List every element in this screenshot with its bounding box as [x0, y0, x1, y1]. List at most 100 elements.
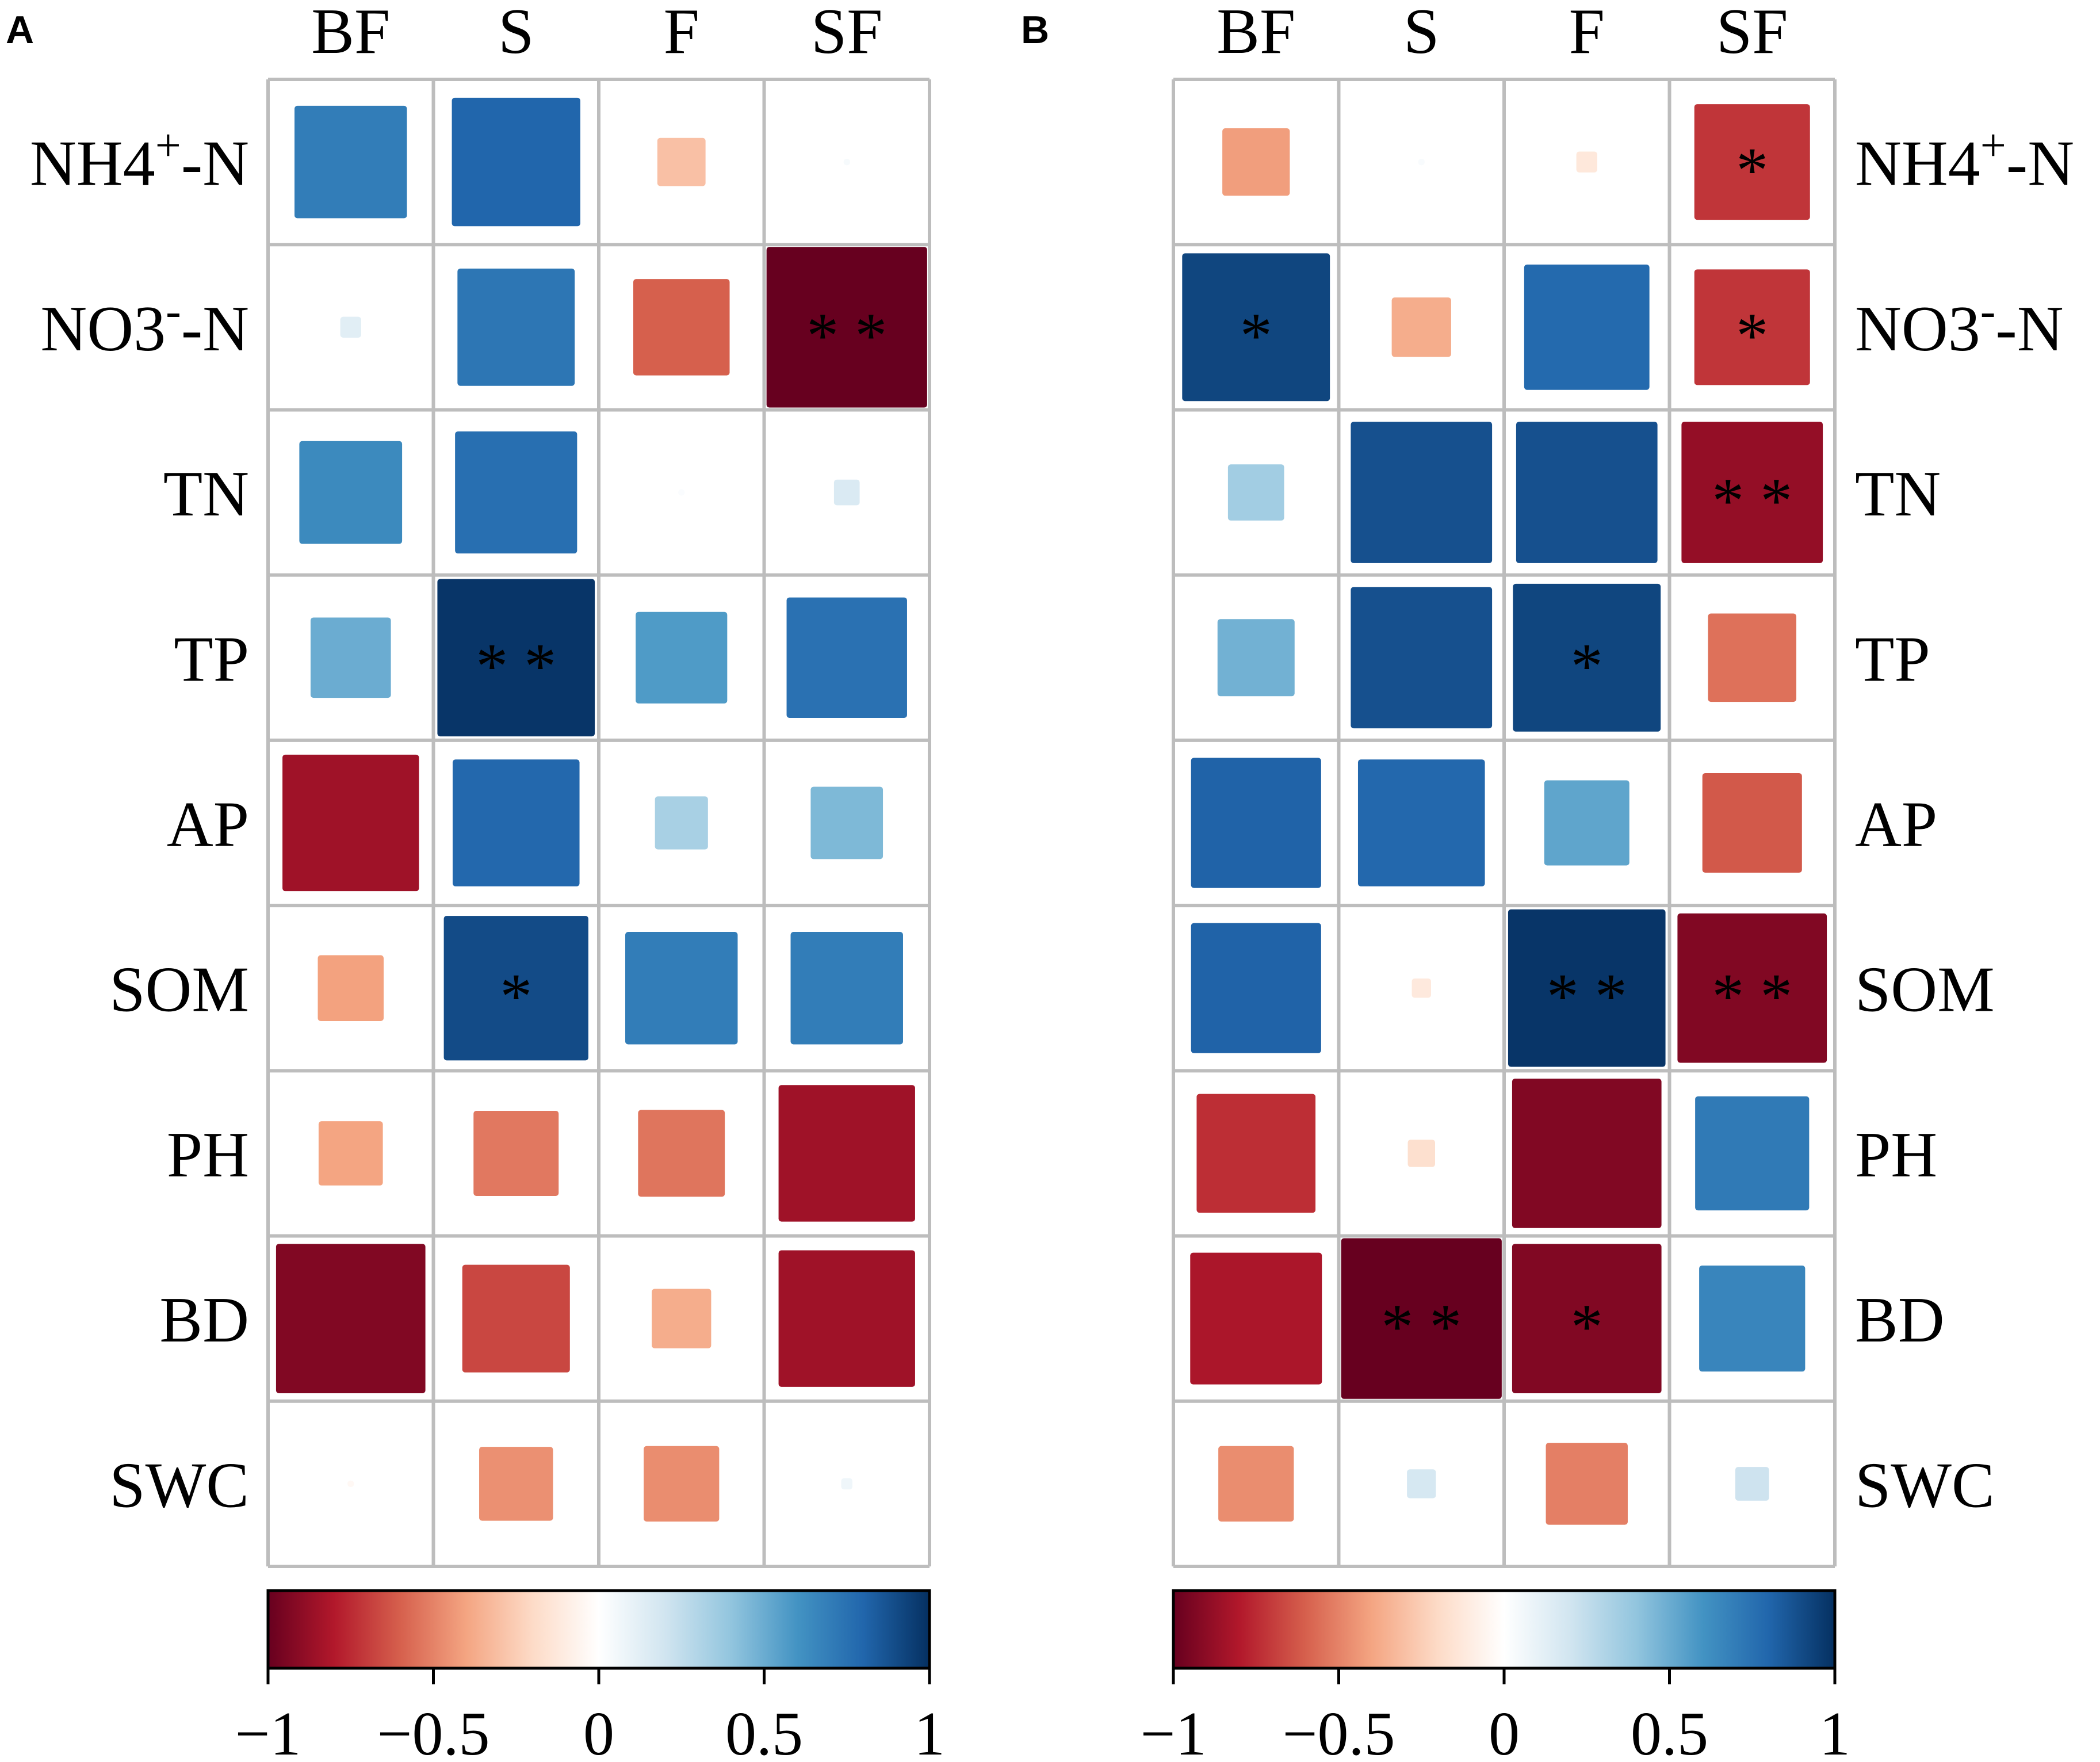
heatmap-cell [1695, 1096, 1810, 1211]
heatmap-cell [1407, 1469, 1436, 1499]
colorbar-tick-label: 0 [1489, 1700, 1520, 1762]
heatmap-cell [786, 597, 907, 718]
heatmap-cell [1708, 613, 1797, 702]
heatmap-cell [299, 441, 403, 544]
significance-marker: * * [806, 300, 887, 372]
heatmap-cell [625, 931, 738, 1045]
colorbar-tick-label: 0 [583, 1700, 614, 1762]
heatmap-cell [1702, 773, 1802, 873]
heatmap-panel-b: B BF S F SF** ** *** * * ** * *NH4+-NNO3--NTNTP… [1021, 0, 2074, 1762]
row-label: PH [167, 1119, 249, 1191]
heatmap-cell [1196, 1094, 1316, 1213]
heatmap-cell [276, 1244, 426, 1394]
heatmap-cell [1516, 422, 1658, 563]
heatmap-cell [462, 1264, 570, 1373]
heatmap-cell [452, 97, 580, 227]
heatmap-cell [766, 247, 927, 408]
heatmap-cell [833, 479, 860, 506]
significance-marker: * [500, 961, 532, 1033]
column-label: SF [811, 0, 883, 67]
column-label: F [664, 0, 699, 67]
heatmap-cell [1391, 297, 1451, 357]
heatmap-cell [1576, 151, 1597, 173]
heatmap-cell [778, 1250, 915, 1387]
significance-marker: * [1571, 1291, 1603, 1363]
heatmap-cell [473, 1110, 559, 1196]
heatmap-cell [340, 316, 361, 338]
row-label: AP [167, 789, 249, 861]
significance-marker: * * [1381, 1291, 1462, 1363]
heatmap-cell [1407, 1140, 1435, 1167]
column-label: BF [1217, 0, 1295, 67]
heatmap-cell [1418, 159, 1425, 166]
heatmap-cell [443, 916, 588, 1061]
colorbar-tick-label: 1 [914, 1700, 945, 1762]
heatmap-cell [1544, 780, 1629, 866]
heatmap-cell [310, 617, 391, 698]
heatmap-cell [282, 754, 419, 892]
heatmap-cell [1512, 1244, 1662, 1394]
column-label: BF [311, 0, 390, 67]
column-label: F [1569, 0, 1605, 67]
heatmap-cell [1512, 1079, 1662, 1228]
heatmap-cell [1735, 1467, 1769, 1501]
heatmap-cell [479, 1447, 553, 1521]
colorbar-tick-label: −1 [235, 1700, 301, 1762]
heatmap-cell [1412, 978, 1432, 998]
heatmap-cell [1341, 1238, 1502, 1399]
heatmap-cell [1351, 587, 1493, 729]
heatmap-cell [457, 268, 575, 386]
heatmap-cell [790, 931, 903, 1045]
heatmap-cell [452, 759, 580, 886]
significance-marker: * * [476, 630, 556, 702]
heatmap-cell [1222, 128, 1290, 196]
heatmap-cell [1351, 422, 1493, 563]
colorbar-tick-label: 1 [1819, 1700, 1850, 1762]
column-label: SF [1716, 0, 1788, 67]
heatmap-cell [778, 1085, 915, 1222]
heatmap-cell [294, 105, 407, 219]
colorbar-tick-label: 0.5 [725, 1700, 803, 1762]
row-label: BD [159, 1285, 249, 1356]
panel-label: B [1021, 8, 1049, 52]
row-label: NO3--N [40, 286, 249, 365]
colorbar: −1 −0.5 0 0.5 1 [235, 1589, 945, 1762]
heatmap-cell [1191, 923, 1321, 1053]
heatmap-cell [678, 489, 685, 496]
heatmap-cell [633, 279, 730, 376]
panel-label: A [6, 8, 34, 52]
heatmap-cell [655, 796, 708, 850]
colorbar-gradient [1172, 1589, 1837, 1670]
significance-marker: * [1240, 300, 1272, 372]
heatmap-cell [347, 1480, 354, 1487]
colorbar-tick-label: −1 [1141, 1700, 1207, 1762]
heatmap-cell [644, 1446, 720, 1522]
heatmap-cell [1546, 1443, 1628, 1525]
column-label: S [1403, 0, 1439, 67]
heatmap-cell [1524, 264, 1650, 390]
row-label: AP [1855, 789, 1937, 861]
row-label: TN [163, 458, 249, 530]
heatmap-cell [657, 137, 706, 186]
heatmap-cell [1357, 759, 1485, 886]
row-label: TN [1855, 458, 1941, 530]
heatmap-cell [1694, 104, 1810, 220]
significance-marker: * * [1547, 961, 1627, 1033]
heatmap-cell [318, 955, 384, 1021]
row-label: SOM [1855, 954, 1995, 1026]
row-label: PH [1855, 1119, 1937, 1191]
row-label: TP [1855, 624, 1930, 695]
row-label: NO3--N [1855, 286, 2064, 365]
row-label: SOM [109, 954, 249, 1026]
heatmap-cell [437, 579, 595, 737]
heatmap-cell [1182, 253, 1330, 402]
heatmap-cell [652, 1289, 712, 1348]
column-label: S [498, 0, 534, 67]
heatmap-cell [1508, 909, 1666, 1067]
row-label: NH4+-N [30, 121, 249, 200]
heatmap-cell [1681, 422, 1823, 563]
heatmap-cell [1227, 464, 1284, 521]
row-label: NH4+-N [1855, 121, 2074, 200]
heatmap-cell [810, 786, 883, 859]
